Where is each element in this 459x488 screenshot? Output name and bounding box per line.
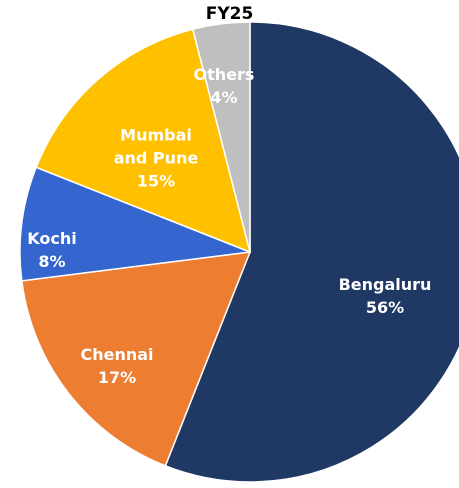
pie-slice <box>191 21 251 253</box>
slice-label: Kochi 8% <box>0 227 107 273</box>
chart-title: FY25 <box>205 4 254 24</box>
pie-slice <box>20 251 252 467</box>
pie-slice <box>35 28 252 254</box>
value-label: 56% <box>365 298 405 317</box>
pie-slice <box>164 21 459 483</box>
slice-label: Chennai 17% <box>62 343 172 389</box>
value-label: 4% <box>210 88 238 107</box>
value-label: 17% <box>97 368 137 387</box>
category-label: Kochi <box>27 229 77 248</box>
category-label: Chennai <box>80 345 154 364</box>
category-label: Mumbai and Pune <box>113 125 199 168</box>
value-label: 15% <box>136 171 176 191</box>
value-label: 8% <box>38 252 66 271</box>
slice-label: Others 4% <box>169 63 279 109</box>
pie-slice <box>19 166 251 282</box>
slice-label: Bengaluru 56% <box>330 273 440 319</box>
slice-label: Mumbai and Pune 15% <box>101 124 211 193</box>
category-label: Others <box>193 65 255 84</box>
category-label: Bengaluru <box>338 275 432 294</box>
